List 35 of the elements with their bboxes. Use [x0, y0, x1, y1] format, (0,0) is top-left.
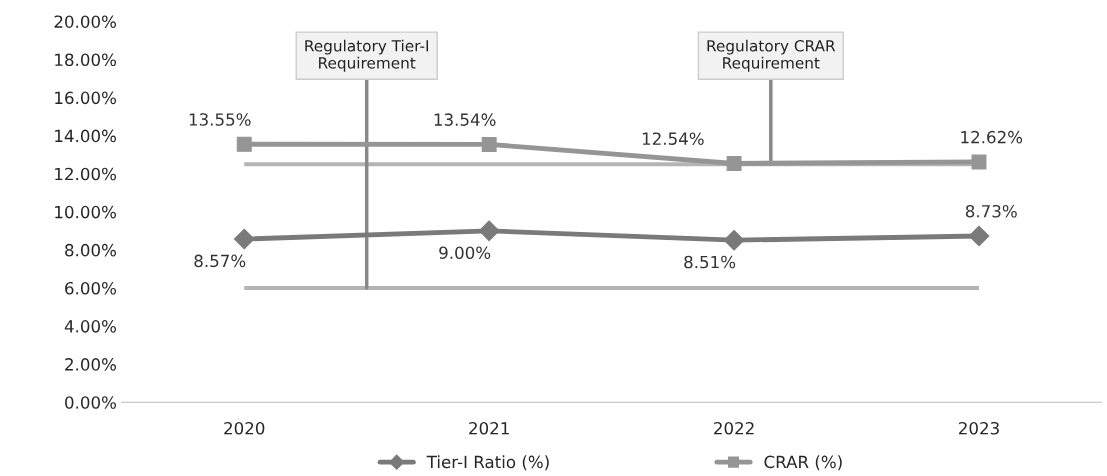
- point: [726, 155, 742, 171]
- x-tick-label: 2021: [469, 421, 509, 435]
- point: [236, 136, 252, 152]
- y-tick-label: 18.00%: [55, 53, 116, 67]
- legend-label: Tier-I Ratio (%): [426, 455, 549, 471]
- data-label: 8.73%: [965, 204, 1017, 218]
- point: [968, 225, 990, 247]
- data-label: 13.55%: [189, 113, 251, 126]
- data-label: 12.62%: [961, 130, 1023, 144]
- y-tick-label: 8.00%: [65, 243, 116, 257]
- data-label: 9.00%: [439, 246, 491, 259]
- y-tick-label: 0.00%: [65, 396, 116, 409]
- y-tick-label: 4.00%: [64, 320, 116, 333]
- y-tick-label: 2.00%: [65, 358, 116, 371]
- y-tick-label: 12.00%: [55, 167, 116, 181]
- y-tick-label: 14.00%: [55, 129, 116, 143]
- x-tick-label: 2023: [959, 421, 999, 435]
- ref-line-label: Regulatory CRAR Requirement: [707, 39, 836, 72]
- legend-label: CRAR (%): [764, 455, 842, 471]
- data-label: 8.57%: [194, 254, 246, 268]
- point: [478, 220, 500, 242]
- y-tick-label: 20.00%: [54, 15, 116, 28]
- data-label: 8.51%: [684, 255, 736, 269]
- point: [723, 229, 745, 251]
- point: [971, 154, 987, 170]
- x-tick-label: 2020: [224, 421, 265, 435]
- y-tick-label: 10.00%: [55, 205, 116, 219]
- y-tick-label: 6.00%: [65, 281, 116, 295]
- point: [481, 136, 497, 152]
- point: [233, 228, 255, 250]
- x-tick-label: 2022: [714, 421, 754, 435]
- data-label: 12.54%: [642, 132, 704, 145]
- y-tick-label: 16.00%: [55, 91, 116, 105]
- data-label: 13.54%: [434, 113, 496, 126]
- ref-line-label: Regulatory Tier-I Requirement: [305, 39, 429, 72]
